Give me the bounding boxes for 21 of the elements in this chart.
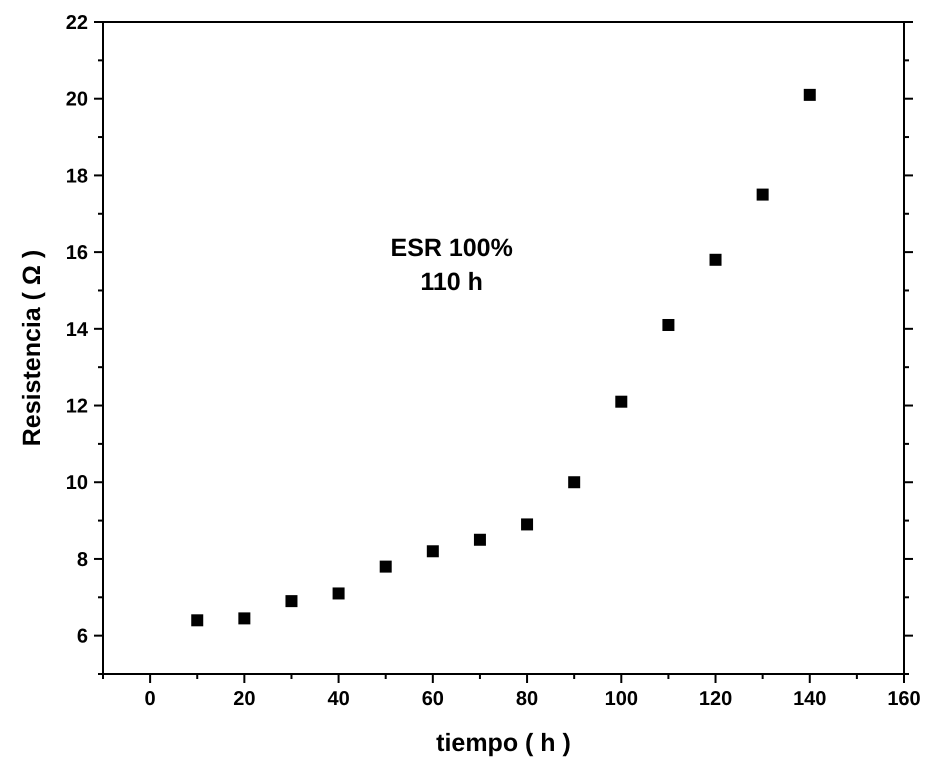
annotation: ESR 100% 110 h [390, 234, 513, 296]
x-tick-label: 80 [516, 688, 538, 710]
y-tick-label: 20 [66, 88, 88, 111]
y-tick-label: 14 [66, 318, 89, 341]
y-tick-label: 16 [66, 242, 88, 264]
y-tick-label: 10 [66, 472, 88, 494]
x-tick-label: 140 [793, 688, 826, 710]
x-tick-label: 20 [233, 688, 256, 710]
y-tick-label: 18 [66, 165, 88, 188]
x-tick-label: 0 [144, 688, 156, 710]
y-tick-label: 12 [66, 396, 88, 418]
x-tick-label: 120 [698, 688, 732, 710]
y-tick-label: 8 [76, 548, 88, 571]
x-tick-label: 160 [887, 688, 921, 710]
y-tick-label: 6 [76, 626, 88, 648]
x-tick-label: 40 [327, 688, 350, 710]
x-tick-label: 60 [422, 688, 444, 710]
y-axis-title: Resistencia ( Ω ) [18, 250, 46, 446]
y-tick-label: 22 [66, 12, 88, 34]
x-axis-title: tiempo ( h ) [436, 729, 571, 757]
x-tick-label: 100 [604, 688, 638, 710]
